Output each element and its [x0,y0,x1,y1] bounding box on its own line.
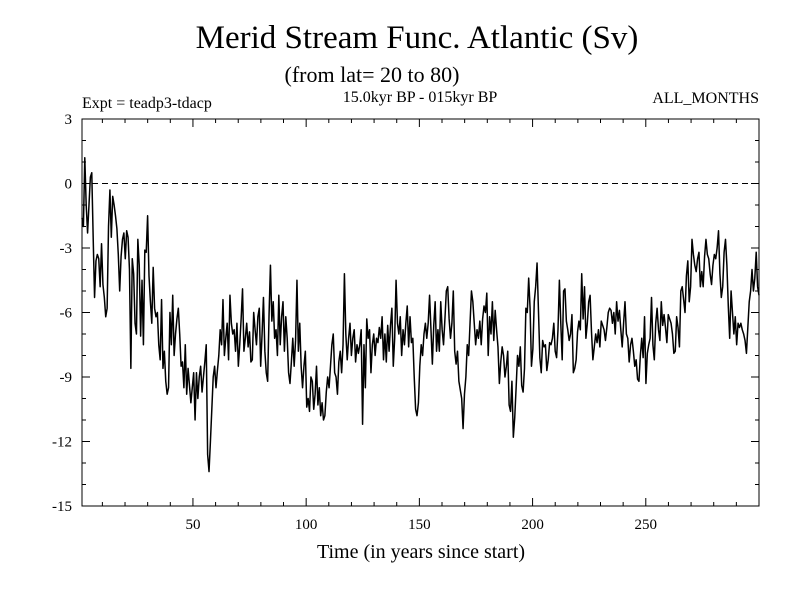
season-label: ALL_MONTHS [652,90,759,107]
series-line-0 [81,156,760,473]
y-tick-label: -15 [52,499,72,515]
y-tick-label: 0 [65,177,73,193]
period-label: 15.0kyr BP - 015kyr BP [343,89,498,106]
y-tick-label: -12 [52,435,72,451]
x-axis-label: Time (in years since start) [317,541,525,563]
y-tick-label: 3 [65,112,73,128]
x-tick-label: 100 [295,517,318,533]
x-tick-label: 250 [635,517,658,533]
chart-title: Merid Stream Func. Atlantic (Sv) [196,20,639,56]
x-tick-label: 150 [408,517,431,533]
y-tick-label: -3 [60,241,73,257]
experiment-label: Expt = teadp3-tdacp [82,95,212,112]
x-tick-label: 50 [185,517,200,533]
y-ticks-layer: 3 0 -3 -6 -9 -12 -15 [52,112,759,515]
x-tick-label: 200 [521,517,544,533]
x-ticks-layer: 50 100 150 200 250 [101,119,737,533]
chart-subtitle: (from lat= 20 to 80) [285,62,460,87]
y-tick-label: -9 [60,370,73,386]
series-layer [81,156,760,473]
y-tick-label: -6 [60,306,73,322]
